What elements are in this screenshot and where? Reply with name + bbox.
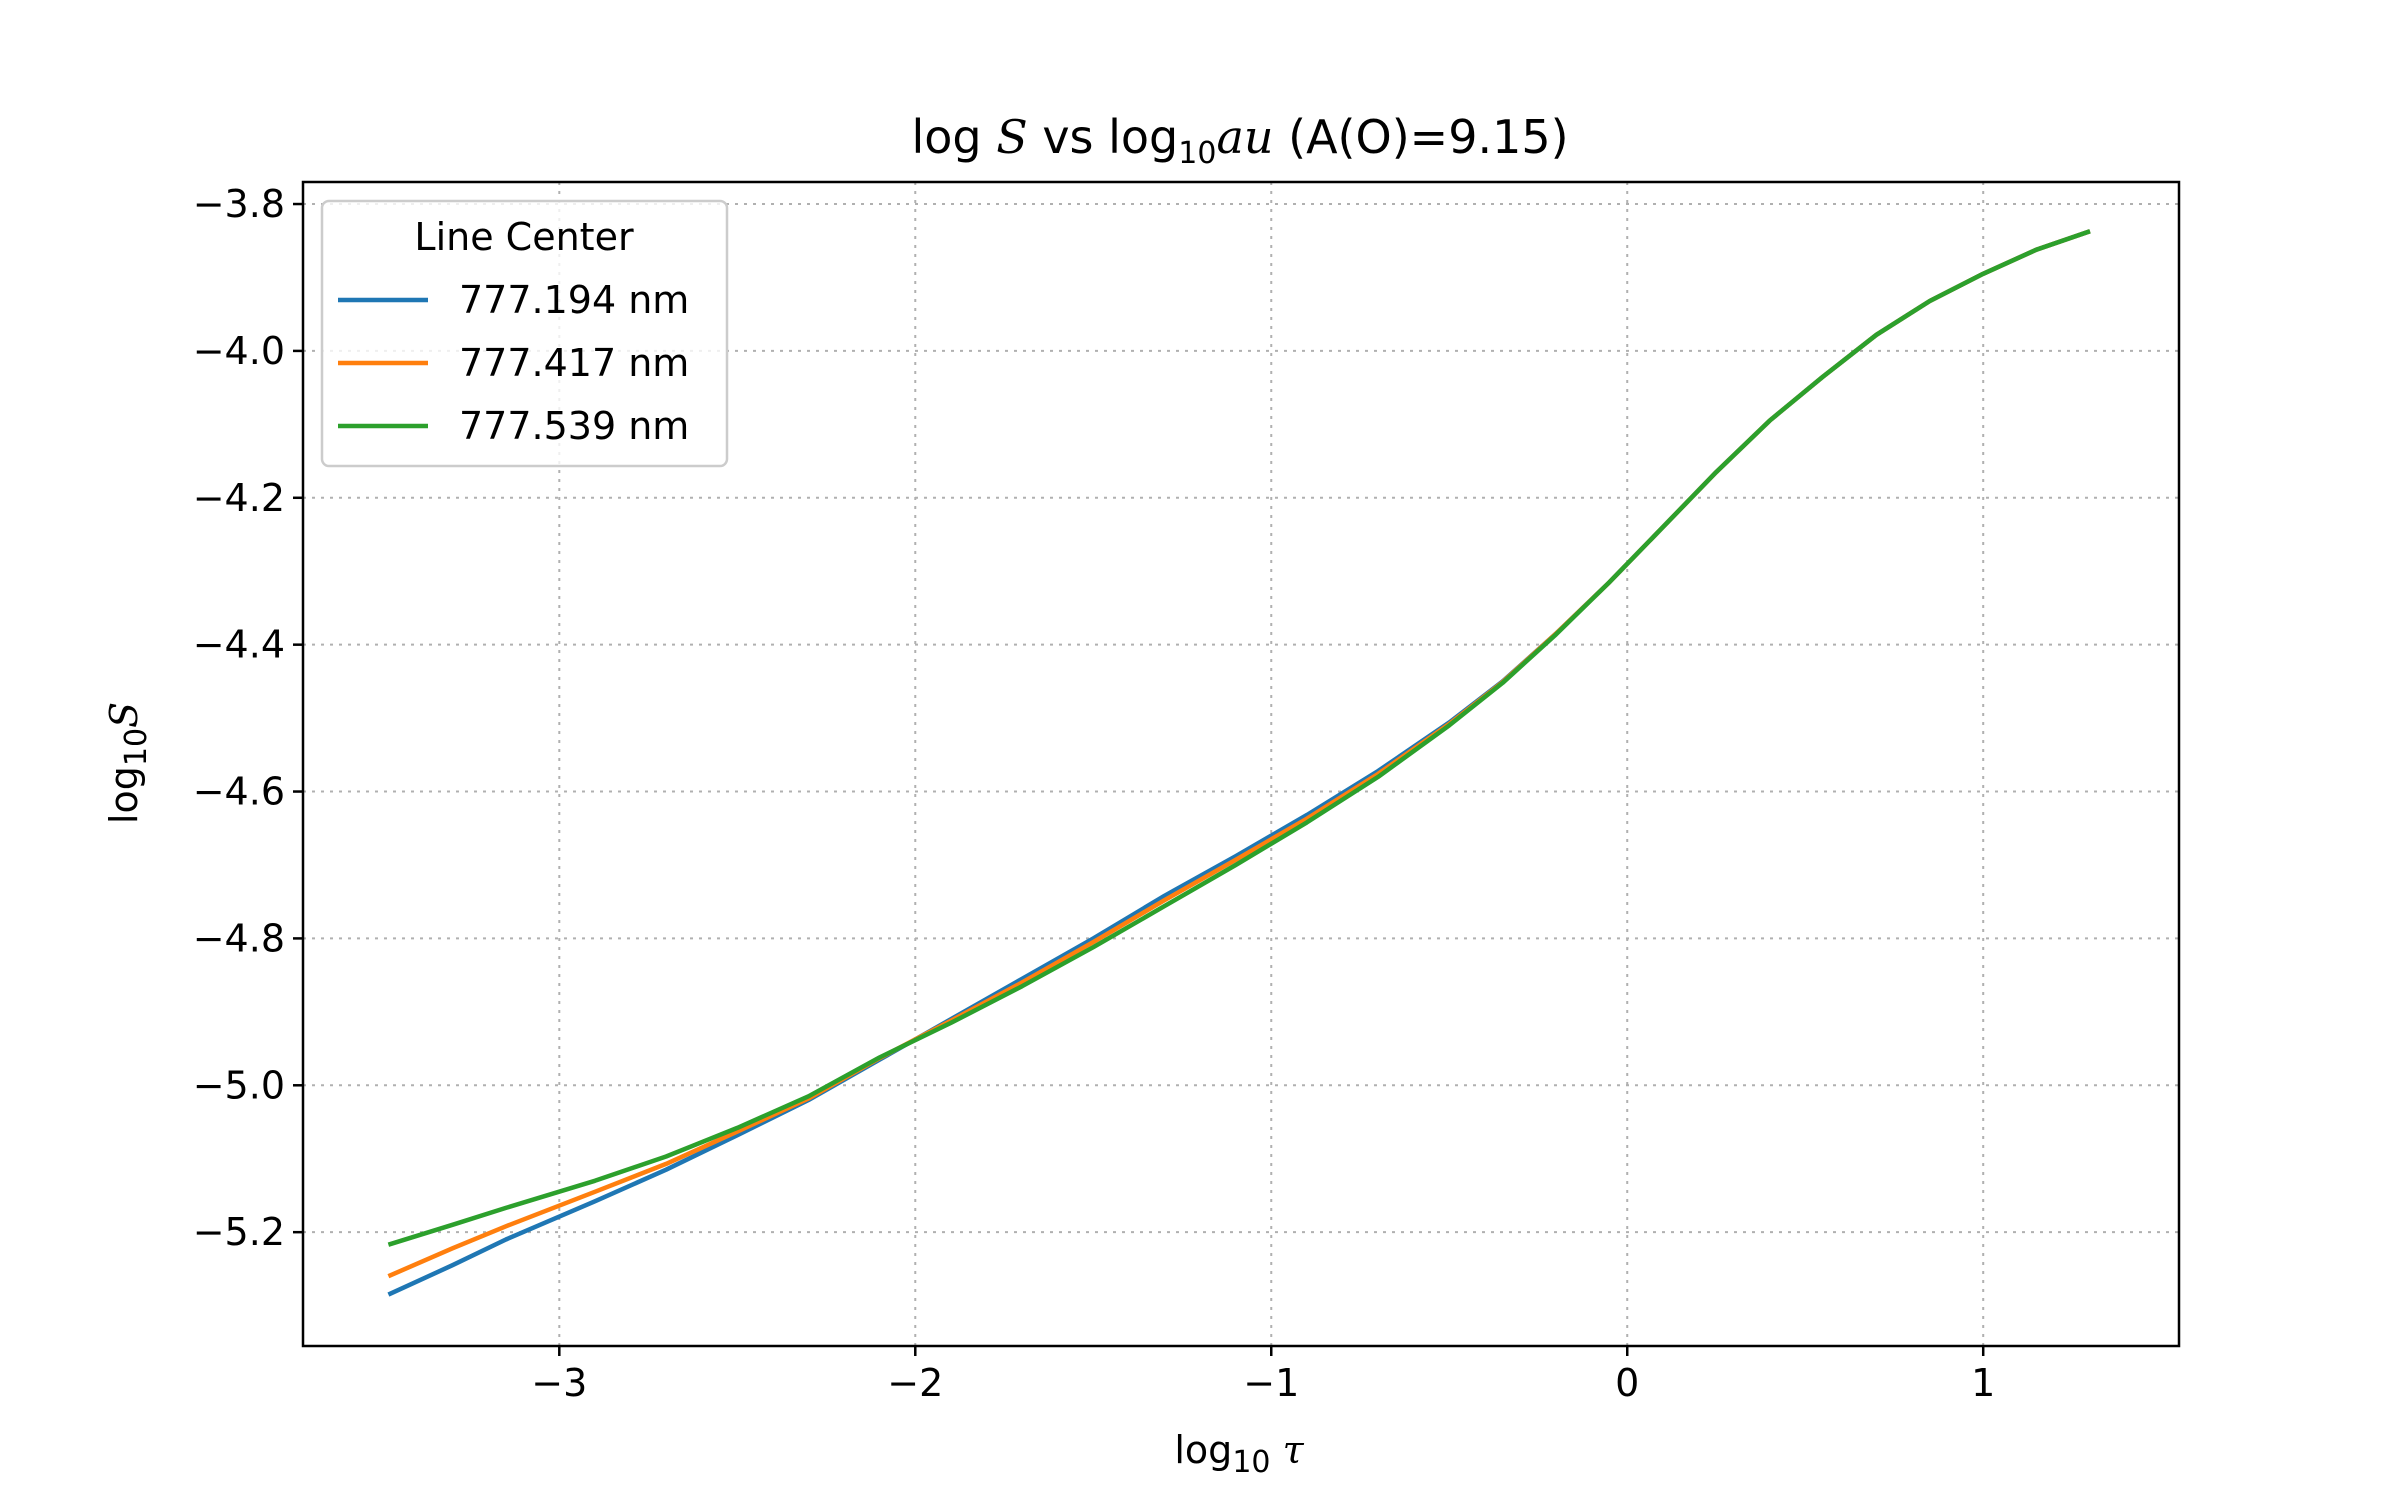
title-s-symbol: S [996, 110, 1028, 164]
y-axis-label-main: log [102, 766, 146, 824]
x-axis-label: log10 τ [1174, 1428, 1304, 1480]
x-axis-label-subscript: 10 [1232, 1445, 1270, 1480]
y-axis-label-symbol: S [102, 702, 146, 728]
legend-items: 777.194 nm 777.417 nm 777.539 nm [338, 278, 689, 448]
title-au-symbol: au [1216, 110, 1273, 164]
legend-box [320, 199, 729, 468]
y-tick-label: −4.4 [193, 623, 285, 667]
x-axis-label-symbol: τ [1283, 1428, 1305, 1472]
x-tick-label: 1 [1971, 1361, 1995, 1405]
series-line-3 [387, 229, 2091, 1247]
series-lines [387, 229, 2091, 1297]
y-axis-label-subscript: 10 [119, 728, 154, 766]
x-tick-label: −3 [531, 1361, 587, 1405]
legend: Line Center 777.194 nm 777.417 nm 777.539 … [320, 199, 729, 468]
title-prefix: log [911, 110, 996, 164]
chart-title: log S vs log10au (A(O)=9.15) [911, 110, 1568, 171]
x-axis-label-main: log [1174, 1428, 1232, 1472]
y-tick-label: −4.0 [193, 329, 285, 373]
x-axis-label-space [1271, 1428, 1283, 1472]
legend-title: Line Center [414, 215, 634, 259]
x-tick-label: 0 [1615, 1361, 1639, 1405]
title-suffix: (A(O)=9.15) [1274, 110, 1569, 164]
plot-frame [301, 180, 2181, 1348]
y-tick-label: −5.0 [193, 1063, 285, 1107]
x-tick-label: −1 [1243, 1361, 1299, 1405]
title-subscript: 10 [1178, 136, 1216, 171]
y-tick-label: −4.2 [193, 476, 285, 520]
y-tick-label: −5.2 [193, 1210, 285, 1254]
y-tick-label: −4.6 [193, 770, 285, 814]
y-tick-label: −3.8 [193, 182, 285, 226]
legend-label: 777.194 nm [459, 278, 689, 322]
y-axis-label: log10S [102, 702, 154, 824]
grid [303, 182, 2179, 1346]
legend-label: 777.417 nm [459, 341, 689, 385]
legend-label: 777.539 nm [459, 404, 689, 448]
axis-ticks: −3 −2 −1 0 1 −3.8 −4.0 −4.2 −4.4 −4.6 −4.8 −5.0 −5.2 [193, 182, 1996, 1405]
title-mid: vs log [1028, 110, 1179, 164]
x-tick-label: −2 [887, 1361, 943, 1405]
y-tick-label: −4.8 [193, 916, 285, 960]
